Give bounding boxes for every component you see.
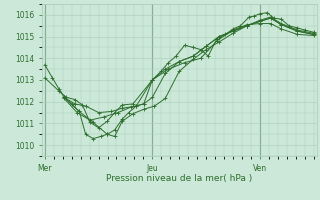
X-axis label: Pression niveau de la mer( hPa ): Pression niveau de la mer( hPa ) xyxy=(106,174,252,183)
